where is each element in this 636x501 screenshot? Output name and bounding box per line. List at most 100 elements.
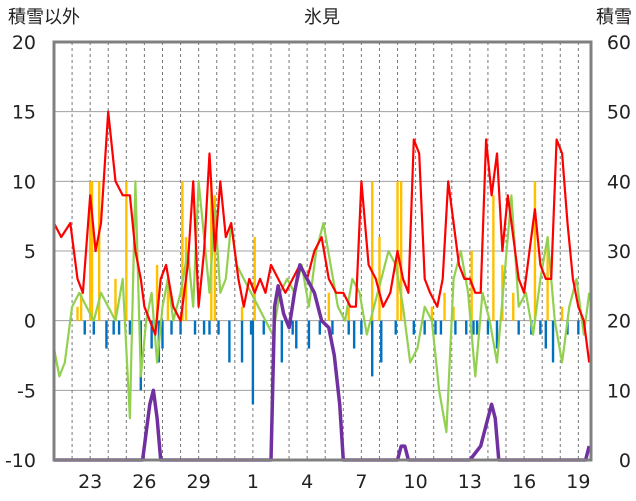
orange-bar [88,181,92,321]
orange-bar [399,181,403,321]
red-series-line [53,110,591,363]
x-tick-label: 4 [301,471,313,493]
blue-bar [539,320,542,335]
blue-bar [551,320,555,363]
line-series [52,110,591,462]
blue-bar [394,320,397,335]
blue-bar [170,320,173,335]
green-series-line [52,180,591,434]
blue-bar [105,320,108,349]
blue-bar [150,320,153,349]
orange-bar [378,237,381,321]
blue-bar [352,320,356,349]
x-tick-label: 29 [187,471,211,493]
blue-bar [217,320,220,335]
orange-bar [166,278,170,321]
x-tick-label: 10 [404,471,428,493]
y-right-tick-label: 30 [607,241,631,263]
chart-title: 氷見 [304,7,340,28]
x-tick-label: 23 [78,471,102,493]
y-left-tick-label: 5 [24,241,36,263]
y-left-tick-label: -5 [17,380,36,402]
blue-bar [517,320,520,335]
blue-bar [295,320,298,349]
x-tick-label: 13 [458,471,482,493]
orange-bar [512,292,515,321]
blue-bar [202,320,206,335]
blue-bar [208,320,211,335]
blue-bar [307,320,311,349]
y-left-tick-label: -10 [5,450,36,472]
blue-bar [486,320,490,335]
blue-bar [83,320,86,335]
y-left-tick-label: 0 [24,311,36,333]
blue-bar [371,320,374,377]
x-tick-label: 1 [247,471,259,493]
blue-bar [251,320,255,405]
orange-bar [430,306,434,321]
blue-bar [544,320,547,349]
blue-bar [117,320,121,335]
orange-bar [98,181,101,321]
orange-bar [327,292,331,321]
blue-bar [112,320,115,335]
orange-bar [452,306,455,321]
blue-bar [577,320,580,335]
blue-bar [475,320,479,335]
orange-bar [79,292,83,321]
blue-bar [179,320,182,335]
plot-frame [52,40,593,462]
y-left-tick-label: 10 [12,171,36,193]
blue-bar [92,320,95,335]
y-left-tick-label: 20 [12,32,36,54]
blue-bar [439,320,443,335]
orange-bar [90,181,94,321]
orange-bar [253,237,256,321]
y-right-tick-label: 50 [607,102,631,124]
orange-bar [240,306,244,321]
blue-bar [465,320,468,335]
blue-bar [228,320,231,363]
orange-bar [76,306,79,321]
blue-bar [423,320,426,335]
orange-bar [533,181,537,321]
blue-bar [495,320,499,349]
orange-bar [371,181,374,321]
x-tick-label: 26 [132,471,156,493]
blue-bar [412,320,416,335]
orange-bar [181,181,184,321]
blue-bar [318,320,321,335]
left-axis-title: 積雪以外 [8,7,80,28]
blue-bar [280,320,284,363]
y-right-tick-label: 40 [607,171,631,193]
blue-bar [472,320,475,335]
gridlines [54,42,591,460]
blue-bar [434,320,437,335]
blue-bar [347,320,350,335]
blue-bar [128,320,132,335]
blue-bar [380,320,383,363]
orange-bar [443,292,446,321]
blue-bar [360,320,363,335]
blue-bar [240,320,244,363]
blue-bar [291,320,294,335]
blue-bar [331,320,334,335]
orange-bar [114,278,117,321]
blue-bar [249,320,253,335]
y-right-tick-label: 20 [607,311,631,333]
orange-bar [155,264,159,321]
right-axis-title: 積雪 [596,7,632,28]
x-tick-label: 7 [355,471,367,493]
blue-bar [161,320,164,349]
blue-bar [454,320,457,335]
blue-bar [193,320,197,335]
y-right-tick-label: 60 [607,32,631,54]
y-right-tick-label: 0 [619,450,631,472]
orange-bar [560,306,564,321]
blue-bar [262,320,265,335]
orange-bar [492,195,495,321]
y-right-tick-label: 10 [607,380,631,402]
x-tick-label: 16 [512,471,536,493]
